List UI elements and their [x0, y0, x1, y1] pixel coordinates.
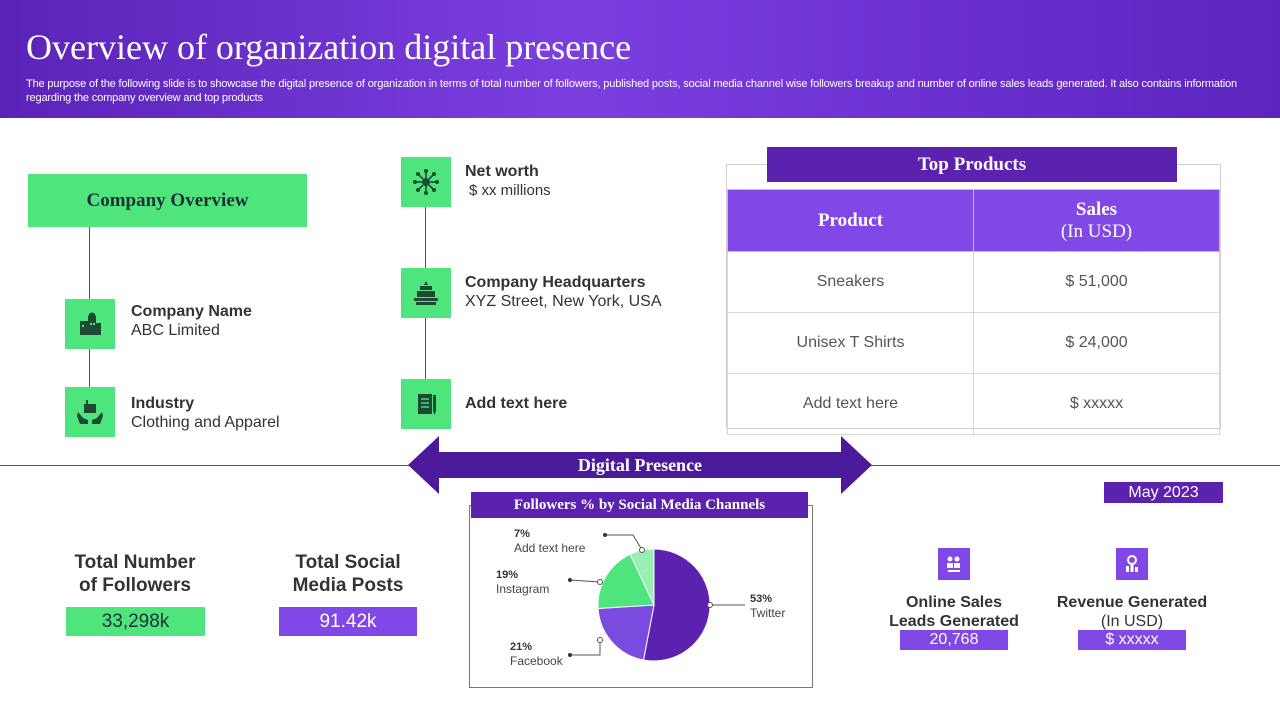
connector-line — [425, 317, 426, 379]
posts-title-line1: Total Social — [295, 552, 401, 573]
revenue-title-line2: (In USD) — [1100, 613, 1164, 630]
sales-header-unit: (In USD) — [1060, 220, 1133, 242]
followers-title-line1: Total Number — [74, 552, 196, 573]
product-cell: Add text here — [727, 373, 974, 435]
headquarters-icon — [401, 268, 451, 318]
leader-line-other — [605, 534, 643, 551]
top-products-table: Product Sales (In USD) Sneakers $ 51,000… — [727, 189, 1220, 435]
sales-cell: $ 51,000 — [973, 251, 1220, 313]
slice-label-instagram: Instagram — [496, 582, 550, 596]
revenue-value: $ xxxxx — [1078, 630, 1186, 650]
pie-slice-twitter — [642, 548, 711, 662]
leader-dot — [603, 533, 607, 537]
pie-chart-title: Followers % by Social Media Channels — [471, 492, 808, 518]
headquarters-label: Company Headquarters — [465, 274, 646, 291]
connector-line — [89, 348, 90, 388]
company-name-label: Company Name — [131, 303, 252, 320]
table-row: Sneakers $ 51,000 — [727, 251, 1220, 313]
net-worth-value: $ xx millions — [469, 182, 551, 199]
company-overview-heading: Company Overview — [28, 174, 307, 227]
slice-pct-instagram: 19% — [496, 569, 519, 581]
gear-chart-icon — [1116, 548, 1148, 580]
people-chart-icon — [938, 548, 970, 580]
double-arrow-icon — [408, 436, 872, 494]
sales-leads-value: 20,768 — [900, 630, 1008, 650]
leader-dot — [597, 579, 603, 585]
page-subtitle: The purpose of the following slide is to… — [26, 78, 1237, 104]
hands-factory-icon — [65, 387, 115, 437]
notepad-icon — [401, 379, 451, 429]
leader-line-facebook — [570, 640, 601, 656]
revenue-title-line1: Revenue Generated — [1056, 594, 1208, 611]
leader-dot — [568, 653, 572, 657]
posts-value: 91.42k — [279, 607, 417, 636]
building-icon — [65, 299, 115, 349]
pie-chart — [568, 533, 745, 662]
posts-title: Total Social Media Posts — [263, 551, 433, 597]
table-row: Unisex T Shirts $ 24,000 — [727, 312, 1220, 374]
leader-dot — [597, 637, 603, 643]
sales-leads-title-line2: Leads Generated — [889, 613, 1019, 630]
followers-title: Total Number of Followers — [50, 551, 220, 597]
network-icon — [401, 157, 451, 207]
sales-header-label: Sales — [1075, 198, 1118, 220]
column-header-sales: Sales (In USD) — [973, 189, 1220, 252]
followers-value: 33,298k — [66, 607, 205, 636]
sales-leads-title-line1: Online Sales — [905, 594, 1003, 611]
slice-pct-twitter: 53% — [750, 593, 773, 605]
digital-presence-label: Digital Presence — [577, 454, 703, 475]
slice-pct-other: 7% — [514, 528, 530, 540]
revenue-title: Revenue Generated (In USD) — [1046, 593, 1218, 631]
header-banner — [0, 0, 1280, 118]
company-name-value: ABC Limited — [131, 322, 220, 339]
pie-slice-facebook — [597, 604, 655, 661]
details-placeholder-label: Add text here — [465, 395, 568, 412]
leader-dot — [707, 602, 713, 608]
column-header-product: Product — [727, 189, 974, 252]
date-badge: May 2023 — [1104, 482, 1223, 503]
product-cell: Sneakers — [727, 251, 974, 313]
slice-label-facebook: Facebook — [510, 654, 563, 668]
top-products-title: Top Products — [767, 147, 1177, 182]
leader-line-instagram — [569, 579, 601, 583]
net-worth-label: Net worth — [465, 163, 539, 180]
leader-dot — [639, 547, 645, 553]
industry-label: Industry — [131, 395, 195, 412]
page-title: Overview of organization digital presenc… — [26, 27, 632, 67]
slice-label-twitter: Twitter — [750, 606, 786, 620]
table-row: Add text here $ xxxxx — [727, 373, 1220, 435]
followers-title-line2: of Followers — [79, 575, 191, 596]
slice-pct-facebook: 21% — [510, 641, 533, 653]
sales-cell: $ xxxxx — [973, 373, 1220, 435]
product-cell: Unisex T Shirts — [727, 312, 974, 374]
connector-line — [89, 227, 90, 299]
pie-slice-instagram — [597, 553, 655, 610]
sales-cell: $ 24,000 — [973, 312, 1220, 374]
industry-value: Clothing and Apparel — [131, 414, 280, 431]
leader-dot — [568, 578, 572, 582]
sales-leads-title: Online Sales Leads Generated — [868, 593, 1040, 631]
connector-line — [425, 206, 426, 268]
slice-label-other: Add text here — [514, 541, 586, 555]
posts-title-line2: Media Posts — [292, 575, 404, 596]
headquarters-value: XYZ Street, New York, USA — [465, 293, 662, 310]
